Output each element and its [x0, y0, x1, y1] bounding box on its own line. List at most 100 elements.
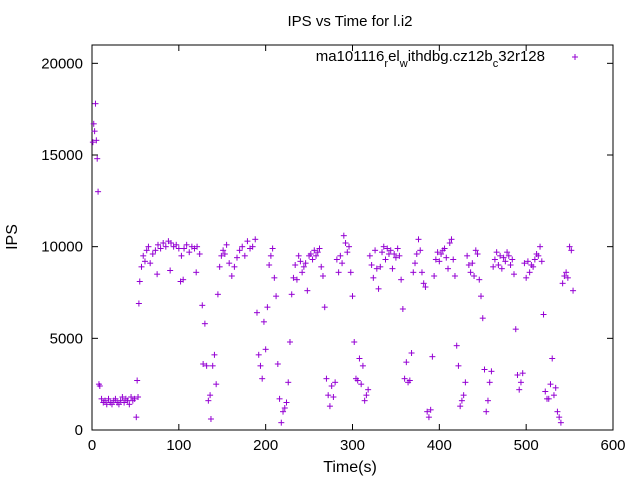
data-point [483, 408, 490, 415]
chart-title: IPS vs Time for l.i2 [287, 13, 412, 30]
data-point [234, 254, 241, 261]
data-point [340, 232, 347, 239]
data-point [323, 375, 330, 382]
data-point [368, 262, 375, 268]
data-point [313, 252, 320, 259]
data-point [372, 247, 379, 254]
data-point [512, 326, 519, 333]
data-point [462, 379, 469, 386]
data-point [285, 379, 292, 386]
data-point [415, 236, 422, 243]
data-point [290, 274, 297, 281]
data-point [351, 339, 358, 345]
data-point [274, 361, 281, 367]
data-point [465, 262, 472, 268]
data-point [115, 401, 122, 408]
data-point [93, 137, 100, 144]
data-point [133, 414, 140, 421]
data-point [293, 276, 300, 283]
data-point [260, 318, 267, 325]
data-point [257, 362, 264, 369]
data-point [126, 401, 133, 408]
data-point [181, 245, 188, 252]
data-point [394, 245, 401, 252]
data-point [325, 392, 332, 399]
y-tick-label: 20000 [41, 55, 83, 72]
data-point [203, 362, 210, 369]
data-point [502, 258, 509, 265]
data-point [249, 243, 256, 250]
data-point [244, 238, 251, 245]
data-point [103, 401, 110, 408]
data-point [523, 274, 530, 281]
data-point [448, 236, 455, 243]
data-point [213, 381, 220, 388]
data-point [412, 260, 419, 267]
data-point [488, 368, 495, 375]
data-point [117, 397, 124, 404]
data-point [450, 256, 457, 263]
y-axis-ticks: 0 5000 10000 15000 20000 [41, 55, 613, 439]
data-point [211, 351, 218, 358]
data-point [557, 419, 564, 426]
data-point [484, 397, 491, 404]
data-point [443, 254, 450, 261]
data-point [554, 408, 561, 415]
x-tick-label: 0 [88, 437, 96, 454]
x-axis-ticks: 0 100 200 300 400 500 600 [88, 45, 626, 454]
data-point [220, 247, 227, 254]
data-point [141, 258, 148, 265]
x-tick-label: 100 [166, 437, 191, 454]
data-point [236, 247, 243, 254]
data-point [424, 408, 431, 415]
data-point [441, 245, 448, 252]
legend-label-subscript: w [399, 58, 408, 70]
data-point [328, 383, 335, 389]
x-tick-label: 300 [340, 437, 365, 454]
data-point [385, 251, 392, 257]
data-point [337, 252, 344, 259]
y-tick-label: 5000 [50, 330, 83, 347]
data-point [131, 395, 138, 402]
data-point [149, 251, 156, 257]
data-point [231, 263, 238, 270]
data-point [563, 269, 570, 276]
data-point [446, 240, 453, 246]
data-point [547, 381, 554, 388]
x-tick-label: 200 [253, 437, 278, 454]
data-point [200, 361, 207, 367]
data-point [472, 247, 479, 254]
data-point [392, 254, 399, 261]
plot-area [91, 44, 614, 431]
data-point [429, 353, 436, 360]
data-point [96, 383, 103, 389]
data-point [178, 252, 185, 259]
data-point [91, 128, 98, 135]
data-point [521, 260, 528, 267]
data-point [389, 265, 396, 272]
data-point [138, 263, 145, 270]
data-point [420, 280, 427, 287]
data-point [373, 265, 380, 272]
data-point [401, 375, 408, 382]
data-point [108, 401, 115, 408]
data-point [410, 269, 417, 276]
data-point [292, 262, 299, 268]
data-point [134, 377, 141, 384]
data-point [135, 394, 142, 400]
data-point [517, 379, 524, 386]
data-point [417, 247, 424, 254]
data-point [549, 355, 556, 362]
data-point [304, 287, 311, 294]
data-point [403, 359, 410, 366]
data-point [531, 256, 538, 263]
data-point [326, 403, 333, 410]
data-point [223, 241, 230, 248]
data-point [316, 245, 323, 252]
x-tick-label: 400 [427, 437, 452, 454]
x-tick-label: 500 [514, 437, 539, 454]
data-point [241, 252, 248, 259]
data-point [438, 251, 445, 257]
data-point [387, 247, 394, 254]
data-point [269, 245, 276, 252]
